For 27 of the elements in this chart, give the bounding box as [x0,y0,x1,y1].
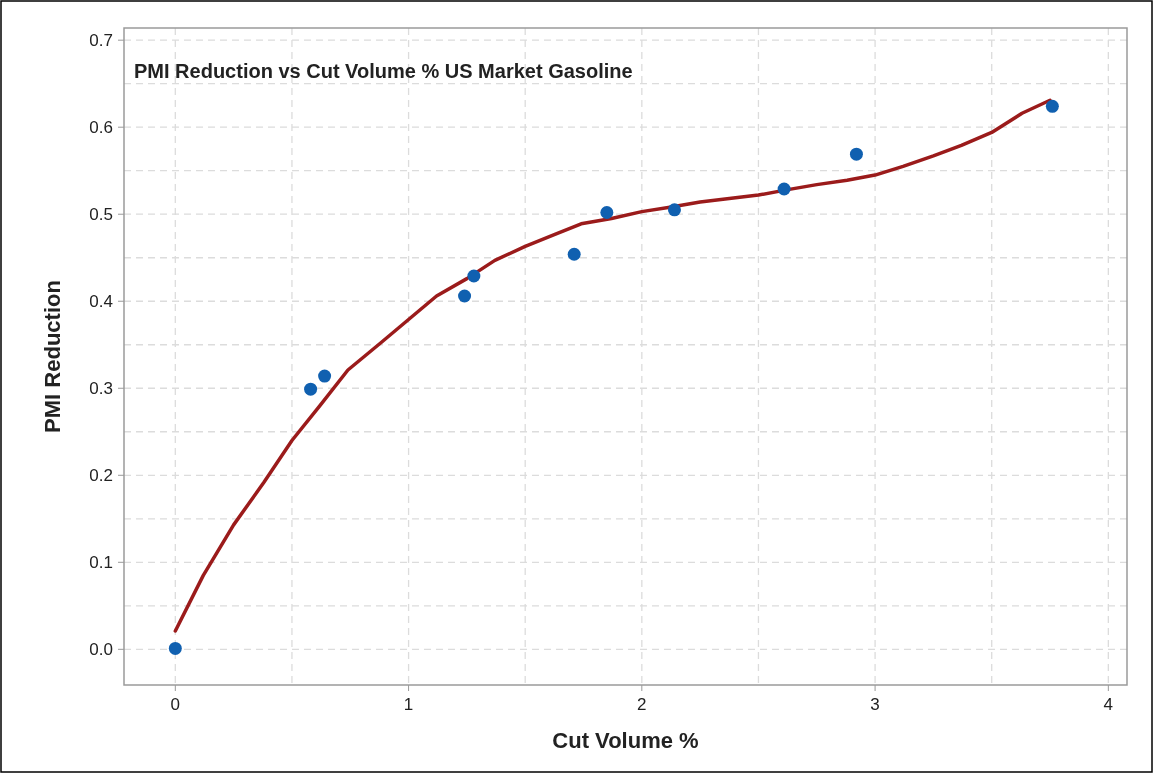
point [667,203,681,217]
y-tick-label: 0.5 [89,205,113,225]
y-tick-label: 0.7 [89,31,113,51]
point [1045,99,1059,113]
y-tick-label: 0.6 [89,118,113,138]
x-tick-label: 3 [870,695,880,714]
point [567,247,581,261]
y-tick-label: 0.0 [89,640,113,660]
x-tick-label: 2 [637,695,647,714]
y-tick-label: 0.3 [89,379,113,399]
point [318,369,332,383]
text: PMI Reduction vs Cut Volume % US Market Gasoline [134,60,633,82]
point [600,205,614,219]
point [467,269,481,283]
x-tick-label: 4 [1103,695,1114,714]
x-tick-label: 0 [170,695,181,714]
y-tick-label: 0.1 [89,553,113,573]
point [304,382,318,396]
point [458,289,472,303]
y-axis-title: PMI Reduction [40,280,65,433]
point [849,147,863,161]
y-tick-label: 0.4 [89,292,113,312]
y-tick-label: 0.2 [89,466,113,486]
x-tick-label: 1 [403,695,414,714]
x-axis-title: Cut Volume % [552,728,699,753]
point [777,182,791,196]
point [168,641,182,655]
